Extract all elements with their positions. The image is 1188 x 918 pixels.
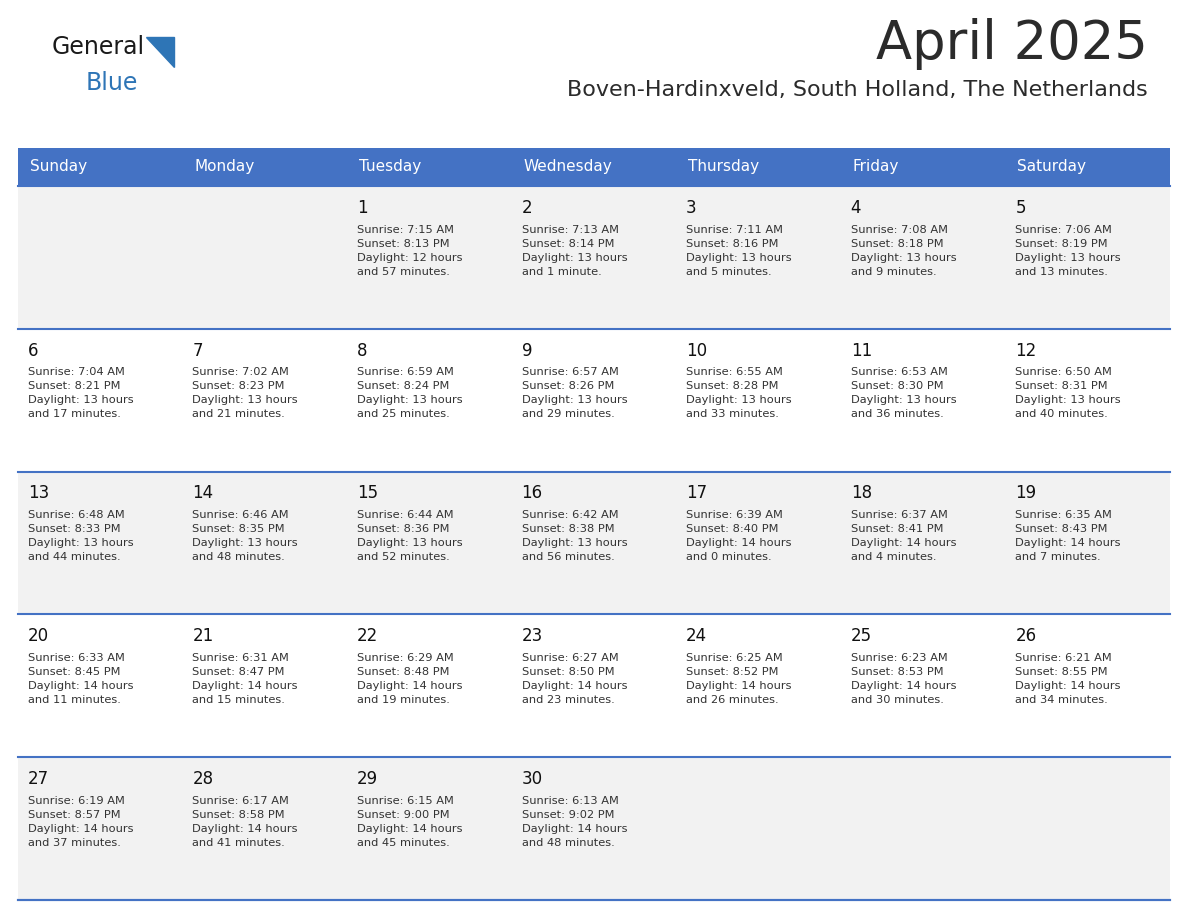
Text: Sunrise: 6:44 AM
Sunset: 8:36 PM
Daylight: 13 hours
and 52 minutes.: Sunrise: 6:44 AM Sunset: 8:36 PM Dayligh… — [358, 510, 462, 562]
Text: 8: 8 — [358, 341, 367, 360]
Text: Tuesday: Tuesday — [359, 160, 421, 174]
Text: 28: 28 — [192, 770, 214, 788]
Text: Sunrise: 6:57 AM
Sunset: 8:26 PM
Daylight: 13 hours
and 29 minutes.: Sunrise: 6:57 AM Sunset: 8:26 PM Dayligh… — [522, 367, 627, 420]
Text: Sunrise: 7:06 AM
Sunset: 8:19 PM
Daylight: 13 hours
and 13 minutes.: Sunrise: 7:06 AM Sunset: 8:19 PM Dayligh… — [1016, 225, 1121, 276]
Text: Sunrise: 6:55 AM
Sunset: 8:28 PM
Daylight: 13 hours
and 33 minutes.: Sunrise: 6:55 AM Sunset: 8:28 PM Dayligh… — [687, 367, 791, 420]
Text: Sunrise: 6:13 AM
Sunset: 9:02 PM
Daylight: 14 hours
and 48 minutes.: Sunrise: 6:13 AM Sunset: 9:02 PM Dayligh… — [522, 796, 627, 847]
Bar — [18, 757, 1170, 900]
Text: 16: 16 — [522, 485, 543, 502]
Text: Sunrise: 6:33 AM
Sunset: 8:45 PM
Daylight: 14 hours
and 11 minutes.: Sunrise: 6:33 AM Sunset: 8:45 PM Dayligh… — [27, 653, 133, 705]
Text: 23: 23 — [522, 627, 543, 645]
Bar — [18, 186, 1170, 329]
Text: 1: 1 — [358, 199, 367, 217]
Text: 12: 12 — [1016, 341, 1037, 360]
Text: Sunrise: 6:19 AM
Sunset: 8:57 PM
Daylight: 14 hours
and 37 minutes.: Sunrise: 6:19 AM Sunset: 8:57 PM Dayligh… — [27, 796, 133, 847]
Text: Sunrise: 6:59 AM
Sunset: 8:24 PM
Daylight: 13 hours
and 25 minutes.: Sunrise: 6:59 AM Sunset: 8:24 PM Dayligh… — [358, 367, 462, 420]
Text: Friday: Friday — [852, 160, 899, 174]
Text: 4: 4 — [851, 199, 861, 217]
Bar — [676, 148, 841, 186]
Text: 11: 11 — [851, 341, 872, 360]
Text: Sunrise: 6:35 AM
Sunset: 8:43 PM
Daylight: 14 hours
and 7 minutes.: Sunrise: 6:35 AM Sunset: 8:43 PM Dayligh… — [1016, 510, 1120, 562]
Text: 29: 29 — [358, 770, 378, 788]
Text: 22: 22 — [358, 627, 378, 645]
Text: Sunrise: 7:11 AM
Sunset: 8:16 PM
Daylight: 13 hours
and 5 minutes.: Sunrise: 7:11 AM Sunset: 8:16 PM Dayligh… — [687, 225, 791, 276]
Text: 18: 18 — [851, 485, 872, 502]
Text: Sunrise: 6:50 AM
Sunset: 8:31 PM
Daylight: 13 hours
and 40 minutes.: Sunrise: 6:50 AM Sunset: 8:31 PM Dayligh… — [1016, 367, 1121, 420]
Text: April 2025: April 2025 — [876, 18, 1148, 70]
Text: 10: 10 — [687, 341, 707, 360]
Text: Sunrise: 6:39 AM
Sunset: 8:40 PM
Daylight: 14 hours
and 0 minutes.: Sunrise: 6:39 AM Sunset: 8:40 PM Dayligh… — [687, 510, 791, 562]
Text: 14: 14 — [192, 485, 214, 502]
Bar — [841, 148, 1005, 186]
Bar — [18, 329, 1170, 472]
Text: Sunrise: 6:27 AM
Sunset: 8:50 PM
Daylight: 14 hours
and 23 minutes.: Sunrise: 6:27 AM Sunset: 8:50 PM Dayligh… — [522, 653, 627, 705]
Text: Sunrise: 6:37 AM
Sunset: 8:41 PM
Daylight: 14 hours
and 4 minutes.: Sunrise: 6:37 AM Sunset: 8:41 PM Dayligh… — [851, 510, 956, 562]
Text: Wednesday: Wednesday — [523, 160, 612, 174]
Text: Sunrise: 7:13 AM
Sunset: 8:14 PM
Daylight: 13 hours
and 1 minute.: Sunrise: 7:13 AM Sunset: 8:14 PM Dayligh… — [522, 225, 627, 276]
Bar — [18, 472, 1170, 614]
Text: 26: 26 — [1016, 627, 1036, 645]
Text: Monday: Monday — [194, 160, 254, 174]
Bar — [183, 148, 347, 186]
Text: Sunday: Sunday — [30, 160, 87, 174]
Text: Sunrise: 6:15 AM
Sunset: 9:00 PM
Daylight: 14 hours
and 45 minutes.: Sunrise: 6:15 AM Sunset: 9:00 PM Dayligh… — [358, 796, 462, 847]
Text: Sunrise: 7:15 AM
Sunset: 8:13 PM
Daylight: 12 hours
and 57 minutes.: Sunrise: 7:15 AM Sunset: 8:13 PM Dayligh… — [358, 225, 462, 276]
Text: 17: 17 — [687, 485, 707, 502]
Text: 6: 6 — [27, 341, 38, 360]
Text: Sunrise: 6:46 AM
Sunset: 8:35 PM
Daylight: 13 hours
and 48 minutes.: Sunrise: 6:46 AM Sunset: 8:35 PM Dayligh… — [192, 510, 298, 562]
Text: 19: 19 — [1016, 485, 1036, 502]
Text: Boven-Hardinxveld, South Holland, The Netherlands: Boven-Hardinxveld, South Holland, The Ne… — [567, 80, 1148, 100]
Text: Sunrise: 6:21 AM
Sunset: 8:55 PM
Daylight: 14 hours
and 34 minutes.: Sunrise: 6:21 AM Sunset: 8:55 PM Dayligh… — [1016, 653, 1120, 705]
Text: Sunrise: 6:17 AM
Sunset: 8:58 PM
Daylight: 14 hours
and 41 minutes.: Sunrise: 6:17 AM Sunset: 8:58 PM Dayligh… — [192, 796, 298, 847]
Text: 20: 20 — [27, 627, 49, 645]
Bar — [18, 614, 1170, 757]
Text: 3: 3 — [687, 199, 697, 217]
Text: Sunrise: 6:29 AM
Sunset: 8:48 PM
Daylight: 14 hours
and 19 minutes.: Sunrise: 6:29 AM Sunset: 8:48 PM Dayligh… — [358, 653, 462, 705]
Text: 27: 27 — [27, 770, 49, 788]
Text: 30: 30 — [522, 770, 543, 788]
Text: Sunrise: 7:02 AM
Sunset: 8:23 PM
Daylight: 13 hours
and 21 minutes.: Sunrise: 7:02 AM Sunset: 8:23 PM Dayligh… — [192, 367, 298, 420]
Text: Sunrise: 6:25 AM
Sunset: 8:52 PM
Daylight: 14 hours
and 26 minutes.: Sunrise: 6:25 AM Sunset: 8:52 PM Dayligh… — [687, 653, 791, 705]
Text: 21: 21 — [192, 627, 214, 645]
Text: 15: 15 — [358, 485, 378, 502]
Text: Sunrise: 6:53 AM
Sunset: 8:30 PM
Daylight: 13 hours
and 36 minutes.: Sunrise: 6:53 AM Sunset: 8:30 PM Dayligh… — [851, 367, 956, 420]
Text: Blue: Blue — [86, 71, 138, 95]
Bar — [512, 148, 676, 186]
Text: 7: 7 — [192, 341, 203, 360]
Text: Sunrise: 6:42 AM
Sunset: 8:38 PM
Daylight: 13 hours
and 56 minutes.: Sunrise: 6:42 AM Sunset: 8:38 PM Dayligh… — [522, 510, 627, 562]
Text: 5: 5 — [1016, 199, 1025, 217]
Text: Sunrise: 7:08 AM
Sunset: 8:18 PM
Daylight: 13 hours
and 9 minutes.: Sunrise: 7:08 AM Sunset: 8:18 PM Dayligh… — [851, 225, 956, 276]
Bar — [1005, 148, 1170, 186]
Text: 25: 25 — [851, 627, 872, 645]
Bar — [18, 148, 183, 186]
Text: General: General — [52, 35, 145, 59]
Bar — [347, 148, 512, 186]
Text: Saturday: Saturday — [1017, 160, 1086, 174]
Polygon shape — [146, 37, 173, 67]
Text: Thursday: Thursday — [688, 160, 759, 174]
Text: 2: 2 — [522, 199, 532, 217]
Text: Sunrise: 6:23 AM
Sunset: 8:53 PM
Daylight: 14 hours
and 30 minutes.: Sunrise: 6:23 AM Sunset: 8:53 PM Dayligh… — [851, 653, 956, 705]
Text: Sunrise: 6:31 AM
Sunset: 8:47 PM
Daylight: 14 hours
and 15 minutes.: Sunrise: 6:31 AM Sunset: 8:47 PM Dayligh… — [192, 653, 298, 705]
Text: Sunrise: 7:04 AM
Sunset: 8:21 PM
Daylight: 13 hours
and 17 minutes.: Sunrise: 7:04 AM Sunset: 8:21 PM Dayligh… — [27, 367, 133, 420]
Text: 24: 24 — [687, 627, 707, 645]
Text: 9: 9 — [522, 341, 532, 360]
Text: 13: 13 — [27, 485, 49, 502]
Text: Sunrise: 6:48 AM
Sunset: 8:33 PM
Daylight: 13 hours
and 44 minutes.: Sunrise: 6:48 AM Sunset: 8:33 PM Dayligh… — [27, 510, 133, 562]
